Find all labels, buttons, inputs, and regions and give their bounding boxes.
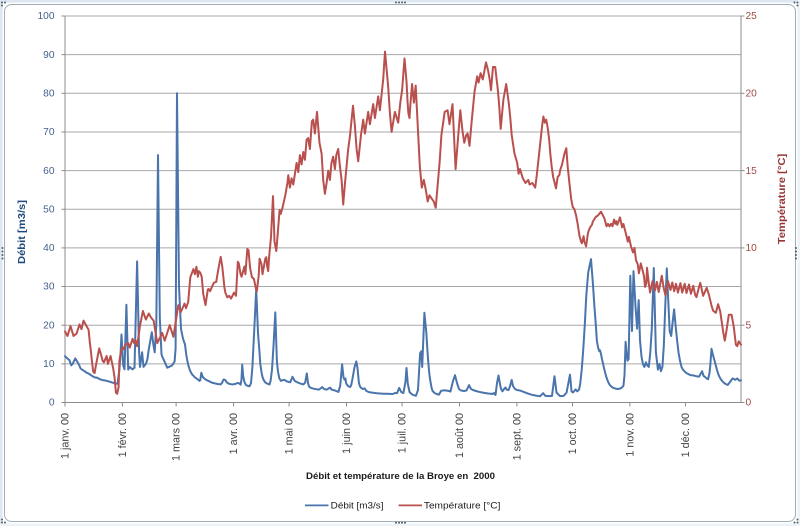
svg-text:Débit [m3/s]: Débit [m3/s] [17,200,28,264]
svg-text:0: 0 [49,398,55,409]
svg-text:1 sept. 00: 1 sept. 00 [511,413,523,460]
svg-text:20: 20 [746,88,758,99]
svg-text:1 juin 00: 1 juin 00 [341,413,353,454]
svg-text:100: 100 [38,11,55,22]
svg-text:1 déc. 00: 1 déc. 00 [680,413,692,457]
svg-text:25: 25 [746,11,758,22]
svg-text:80: 80 [43,88,55,99]
svg-text:1 mai 00: 1 mai 00 [284,413,296,454]
svg-text:1 juil. 00: 1 juil. 00 [397,413,409,453]
svg-text:30: 30 [43,282,55,293]
svg-text:90: 90 [43,50,55,61]
svg-text:Température [°C]: Température [°C] [777,154,788,245]
svg-text:40: 40 [43,243,55,254]
svg-text:15: 15 [746,166,758,177]
svg-text:10: 10 [43,359,55,370]
svg-text:0: 0 [746,398,752,409]
svg-text:Débit [m3/s]: Débit [m3/s] [331,501,384,512]
svg-text:20: 20 [43,320,55,331]
svg-text:Température [°C]: Température [°C] [424,501,501,512]
svg-text:50: 50 [43,204,55,215]
svg-text:70: 70 [43,127,55,138]
svg-text:1 janv. 00: 1 janv. 00 [60,413,72,459]
svg-text:1 mars 00: 1 mars 00 [171,413,183,461]
svg-text:1 oct. 00: 1 oct. 00 [567,413,579,454]
svg-text:60: 60 [43,166,55,177]
svg-text:5: 5 [746,320,752,331]
svg-text:1 août 00: 1 août 00 [454,413,466,458]
svg-text:1 avr. 00: 1 avr. 00 [228,413,240,454]
svg-text:Débit et température de la Bro: Débit et température de la Broye en 2000 [306,471,495,482]
svg-text:10: 10 [746,243,758,254]
svg-text:1 févr. 00: 1 févr. 00 [117,413,129,457]
svg-text:1 nov. 00: 1 nov. 00 [624,413,636,457]
